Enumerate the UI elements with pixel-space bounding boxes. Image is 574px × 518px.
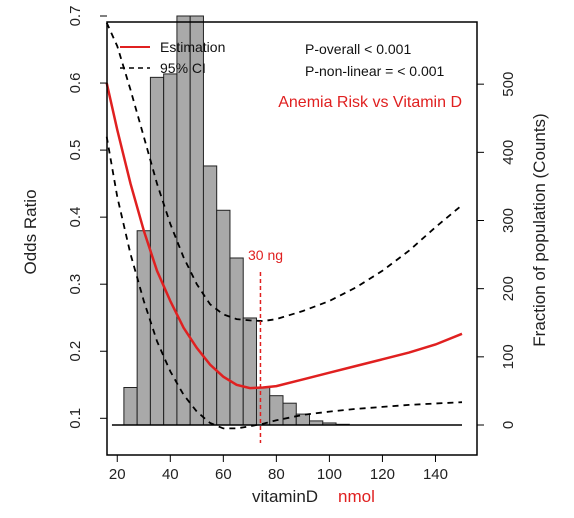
axis-layer: 20 40 60 80 100 120 140 0.1 0.2 0.3 0.4 0.5 0.6 0.7 0 1…	[67, 6, 517, 483]
histogram-bar	[176, 15, 191, 426]
x-tick-label: 40	[162, 466, 179, 483]
y-axis-label: Odds Ratio	[21, 189, 40, 274]
y2-tick-label: 400	[500, 140, 517, 165]
x-unit-label: nmol	[338, 487, 375, 506]
histogram-layer	[123, 15, 350, 426]
y2-tick-label: 100	[500, 344, 517, 369]
histogram-bar	[216, 209, 231, 426]
histogram-bar	[255, 387, 271, 426]
y-tick-label: 0.2	[67, 341, 84, 362]
x-tick-label: 100	[317, 466, 342, 483]
y-tick-label: 0.3	[67, 274, 84, 295]
estimation-curve	[105, 82, 463, 390]
histogram-bar	[149, 76, 165, 426]
y2-tick-label: 0	[500, 421, 517, 429]
histogram-bar	[282, 402, 297, 426]
chart-title: Anemia Risk vs Vitamin D	[278, 94, 462, 111]
y2-axis-label: Fraction of population (Counts)	[530, 113, 549, 346]
x-tick-label: 60	[215, 466, 232, 483]
x-axis-label: vitaminD	[252, 487, 318, 506]
y-tick-label: 0.4	[67, 207, 84, 228]
x-tick-label: 120	[370, 466, 395, 483]
curve-layer	[105, 22, 463, 443]
legend-label-ci: 95% CI	[160, 60, 206, 76]
ci-curve	[105, 22, 463, 323]
y-tick-label: 0.5	[67, 140, 84, 161]
y-tick-label: 0.6	[67, 73, 84, 94]
histogram-bar	[123, 387, 138, 426]
y2-tick-label: 300	[500, 208, 517, 233]
y2-tick-label: 200	[500, 276, 517, 301]
p-nonlinear-label: P-non-linear = < 0.001	[305, 63, 445, 79]
histogram-bar	[189, 15, 204, 426]
histogram-bar	[242, 317, 257, 426]
p-overall-label: P-overall < 0.001	[305, 41, 411, 57]
legend: Estimation 95% CI	[120, 39, 225, 76]
histogram-bar	[136, 230, 151, 426]
y2-tick-label: 500	[500, 72, 517, 97]
y-tick-label: 0.1	[67, 408, 84, 429]
ci-curve	[105, 136, 463, 430]
threshold-label: 30 ng	[248, 247, 283, 263]
histogram-bar	[229, 257, 244, 426]
x-tick-label: 80	[268, 466, 285, 483]
histogram-bar	[202, 165, 218, 426]
legend-label-estimation: Estimation	[160, 39, 225, 55]
x-tick-label: 140	[423, 466, 448, 483]
x-tick-label: 20	[109, 466, 126, 483]
y-tick-label: 0.7	[67, 6, 84, 27]
